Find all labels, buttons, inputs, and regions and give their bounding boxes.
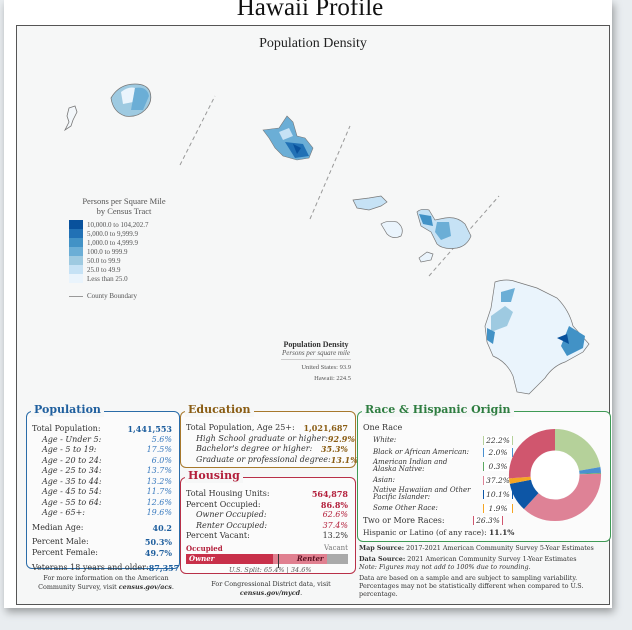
percent-vacant-row: Percent Vacant: 13.2%	[186, 531, 348, 540]
legend-swatch	[69, 220, 83, 229]
age-row: Age - 65+: 19.6%	[42, 508, 172, 517]
map-source: Map Source: 2017-2021 American Community…	[359, 544, 594, 552]
mycd-link[interactable]: census.gov/mycd	[239, 588, 301, 597]
percent-female-row: Percent Female: 49.7%	[32, 547, 172, 558]
legend-item: 25.0 to 49.9	[69, 265, 179, 274]
population-panel: Population Total Population: 1,441,553 Ag…	[26, 403, 180, 573]
race-panel: Race & Hispanic Origin One Race White: 22…	[357, 403, 611, 542]
boundary-line-icon	[69, 295, 83, 297]
legend-swatch	[69, 274, 83, 283]
median-age-row: Median Age: 40.2	[32, 522, 172, 533]
vacant-bar-segment	[326, 553, 348, 564]
legend-swatch	[69, 256, 83, 265]
age-row: Age - 35 to 44: 13.2%	[42, 476, 172, 486]
education-row: High School graduate or higher: 92.9%	[196, 433, 355, 444]
island-molokai	[352, 195, 388, 211]
race-donut-chart	[508, 428, 602, 522]
legend-swatch	[69, 265, 83, 274]
owner-occupied-row: Owner Occupied: 62.6%	[196, 510, 348, 519]
legend-swatch	[69, 229, 83, 238]
percent-male-row: Percent Male: 50.3%	[32, 537, 172, 547]
age-row: Age - 25 to 34: 13.7%	[42, 466, 172, 475]
us-split-marker	[278, 553, 280, 568]
data-source: Data Source: 2021 American Community Sur…	[359, 555, 577, 563]
legend-swatch	[69, 238, 83, 247]
sources-block: Map Source: 2017-2021 American Community…	[359, 544, 615, 598]
legend-swatch	[69, 247, 83, 256]
rounding-note: Note: Figures may not add to 100% due to…	[359, 563, 531, 571]
mycd-footer-note: For Congressional District data, visit c…	[211, 580, 331, 597]
map-title: Population Density	[259, 36, 367, 51]
education-heading: Education	[185, 403, 254, 417]
profile-page: Hawaii Profile Population Density	[4, 0, 612, 608]
legend-item: 1,000.0 to 4,999.9	[69, 238, 179, 247]
housing-heading: Housing	[185, 469, 243, 483]
race-row-white: White: 22.2%	[363, 434, 513, 446]
occupancy-bar: Owner Renter	[186, 553, 348, 568]
hawaii-density: Hawaii: 224.5	[314, 375, 351, 382]
island-oahu	[262, 115, 314, 161]
hispanic-row: Hispanic or Latino (of any race): 11.1%	[363, 528, 515, 537]
us-density: United States: 93.9	[301, 364, 351, 371]
age-row: Age - 45 to 54: 11.7%	[42, 487, 172, 496]
island-kahoolawe	[418, 251, 434, 263]
race-row-other: Some Other Race: 1.9%	[363, 502, 513, 514]
inset-divider-lines	[179, 95, 500, 277]
island-kauai	[110, 83, 152, 117]
education-row: Bachelor's degree or higher: 35.3%	[196, 444, 348, 454]
page-title: Hawaii Profile	[236, 0, 384, 21]
education-panel: Education Total Population, Age 25+: 1,02…	[180, 403, 358, 468]
race-row-nhpi: Native Hawaiian and Other Pacific Island…	[363, 486, 513, 502]
race-row-two-or-more: Two or More Races: 26.3%	[363, 514, 503, 526]
owner-bar-segment: Owner	[186, 553, 274, 564]
donut-slice-two-or-more	[508, 428, 602, 522]
education-row: Graduate or professional degree: 13.1%	[196, 454, 358, 465]
density-comparison-box: Population Density Persons per square mi…	[281, 340, 351, 382]
map-legend: Persons per Square Mile by Census Tract …	[69, 196, 179, 300]
race-row-black: Black or African American: 2.0%	[363, 446, 513, 458]
acs-footer-note: For more information on the American Com…	[38, 574, 174, 591]
us-split-label: U.S. Split: 65.4% | 34.6%	[229, 565, 312, 574]
legend-item: 50.0 to 99.9	[69, 256, 179, 265]
island-niihau	[63, 105, 78, 132]
housing-panel: Housing Total Housing Units: 564,878 Perc…	[180, 469, 356, 574]
acs-link[interactable]: census.gov/acs	[118, 582, 172, 591]
age-row: Age - 20 to 24: 6.0%	[42, 455, 172, 465]
donut-slice-asian	[508, 428, 602, 522]
legend-county-boundary: County Boundary	[69, 292, 179, 300]
island-maui	[416, 208, 472, 249]
legend-item: Less than 25.0	[69, 274, 179, 283]
population-density-map	[63, 83, 590, 395]
legend-item: 5,000.0 to 9,999.9	[69, 229, 179, 238]
occupancy-bar-labels: Occupied Vacant	[186, 543, 348, 553]
percent-occupied-row: Percent Occupied: 86.8%	[186, 499, 348, 510]
legend-item: 10,000.0 to 104,202.7	[69, 220, 179, 229]
renter-occupied-row: Renter Occupied: 37.4%	[196, 520, 348, 530]
legend-item: 100.0 to 999.9	[69, 247, 179, 256]
housing-units-row: Total Housing Units: 564,878	[186, 489, 348, 499]
race-row-aian: American Indian and Alaska Native: 0.3%	[363, 458, 513, 474]
age-row: Age - Under 5: 5.6%	[42, 434, 172, 444]
island-hawaii-big-island	[484, 279, 590, 395]
veterans-row: Veterans 18 years and older: 87,357	[32, 563, 180, 573]
race-heading: Race & Hispanic Origin	[362, 403, 514, 417]
legend-title: Persons per Square Mile by Census Tract	[82, 196, 166, 216]
race-row-asian: Asian: 37.2%	[363, 474, 513, 486]
profile-frame: Population Density	[16, 25, 611, 605]
education-total-row: Total Population, Age 25+: 1,021,687	[186, 423, 348, 433]
sampling-disclaimer: Data are based on a sample and are subje…	[359, 574, 584, 598]
population-heading: Population	[31, 403, 104, 417]
age-row: Age - 55 to 64: 12.6%	[42, 497, 172, 507]
island-lanai	[380, 220, 403, 238]
renter-bar-segment: Renter	[273, 553, 327, 564]
one-race-label: One Race	[363, 423, 403, 432]
total-population-row: Total Population: 1,441,553	[32, 424, 172, 434]
age-row: Age - 5 to 19: 17.5%	[42, 445, 172, 454]
